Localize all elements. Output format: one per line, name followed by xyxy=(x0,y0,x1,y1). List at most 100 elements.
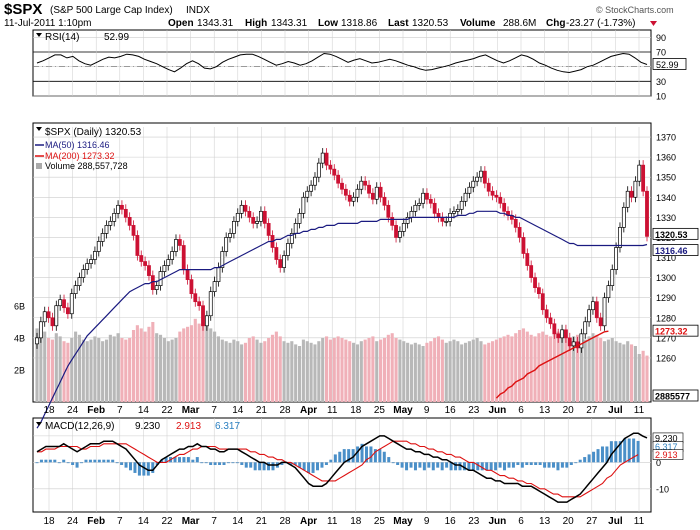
macd-histogram-bar xyxy=(583,457,587,463)
collapse-icon[interactable] xyxy=(36,33,42,37)
candle-body xyxy=(347,194,352,202)
macd-histogram-bar xyxy=(75,462,79,468)
x-tick-label: 14 xyxy=(232,405,244,416)
collapse-icon[interactable] xyxy=(36,127,42,131)
volume-bar xyxy=(162,338,166,402)
x-tick-label: 24 xyxy=(67,516,79,527)
volume-bar xyxy=(128,338,132,402)
volume-bar xyxy=(97,338,101,402)
macd-histogram-bar xyxy=(360,443,364,463)
candle-body xyxy=(181,245,186,270)
macd-histogram-bar xyxy=(307,462,311,473)
macd-histogram-bar xyxy=(422,462,426,471)
watermark: © StockCharts.com xyxy=(596,5,674,15)
macd-histogram-bar xyxy=(267,462,271,471)
candle-body xyxy=(359,180,364,190)
macd-histogram-bar xyxy=(80,462,84,464)
candle-body xyxy=(405,217,410,224)
candle-body xyxy=(432,202,437,214)
volume-bar xyxy=(147,326,151,402)
low-label: Low xyxy=(318,18,338,29)
candle-body xyxy=(475,176,480,182)
volume-tick-label: 4B xyxy=(14,334,25,344)
volume-bar xyxy=(436,336,441,402)
volume-bar xyxy=(452,339,456,402)
rsi-tick-label: 70 xyxy=(656,48,666,58)
x-tick-label: 18 xyxy=(43,405,55,416)
volume-bar xyxy=(104,339,109,402)
volume-bar xyxy=(367,338,371,402)
macd-histogram-bar xyxy=(498,462,502,468)
price-tick-label: 1290 xyxy=(656,293,676,303)
volume-bar xyxy=(525,331,529,402)
candle-body xyxy=(386,204,391,218)
macd-histogram-bar xyxy=(592,451,596,463)
x-tick-label: Jul xyxy=(608,405,623,416)
candle-body xyxy=(185,269,190,280)
x-tick-label: 11 xyxy=(634,516,645,527)
volume-bar xyxy=(50,339,54,402)
candle-body xyxy=(467,186,472,194)
macd-histogram-bar xyxy=(347,449,351,463)
volume-bar xyxy=(35,328,39,402)
high-label: High xyxy=(245,18,267,29)
volume-bar xyxy=(321,338,325,402)
volume-bar xyxy=(456,341,460,402)
macd-histogram-bar xyxy=(351,449,355,463)
candle-body xyxy=(262,210,267,224)
candle-body xyxy=(529,265,534,278)
volume-bar xyxy=(599,338,603,402)
volume-bar xyxy=(124,339,128,402)
volume-bar xyxy=(224,341,228,402)
macd-histogram-bar xyxy=(195,457,199,463)
candle-body xyxy=(428,198,433,204)
candle-body xyxy=(228,233,232,238)
candle-body xyxy=(46,311,51,319)
x-tick-label: Jun xyxy=(489,405,507,416)
macd-histogram-bar xyxy=(111,459,115,463)
volume-bar xyxy=(394,338,398,402)
candle-body xyxy=(309,184,314,192)
x-tick-label: 11 xyxy=(634,405,645,416)
candle-body xyxy=(455,208,460,212)
volume-bar xyxy=(610,338,614,402)
candle-body xyxy=(154,285,159,290)
volume-bar xyxy=(336,336,340,402)
x-tick-label: 18 xyxy=(350,516,362,527)
candle-body xyxy=(73,285,78,295)
macd-histogram-bar xyxy=(458,462,462,471)
index-name: (S&P 500 Large Cap Index) xyxy=(50,5,173,16)
candle-body xyxy=(108,221,113,226)
macd-histogram-bar xyxy=(618,441,622,463)
volume-bar xyxy=(209,328,213,402)
candle-body xyxy=(239,204,244,214)
macd-badge xyxy=(652,449,684,460)
macd-histogram-bar xyxy=(182,457,186,463)
macd-histogram-bar xyxy=(538,462,542,465)
volume-bar xyxy=(81,339,85,402)
volume-value: 288.6M xyxy=(503,18,536,29)
volume-label: Volume xyxy=(460,18,496,29)
x-tick-label: Jun xyxy=(489,516,507,527)
collapse-icon[interactable] xyxy=(36,422,42,426)
volume-bar xyxy=(363,339,367,402)
macd-histogram-bar xyxy=(338,451,342,463)
price-tick-label: 1340 xyxy=(656,193,676,203)
volume-bar xyxy=(236,341,240,402)
volume-bar xyxy=(491,341,495,402)
macd-histogram-bar xyxy=(609,441,613,463)
macd-histogram-bar xyxy=(525,462,529,465)
candle-body xyxy=(521,237,526,254)
last-price-badge-text: 1320.53 xyxy=(655,230,688,240)
candle-body xyxy=(139,255,144,262)
macd-histogram-bar xyxy=(356,446,360,463)
volume-bar xyxy=(278,336,282,402)
candle-body xyxy=(591,301,595,311)
exchange: INDX xyxy=(186,5,210,16)
volume-bar xyxy=(506,334,510,402)
candle-body xyxy=(409,210,414,218)
macd-value: 9.230 xyxy=(135,421,160,432)
macd-histogram-bar xyxy=(587,454,591,463)
candle-body xyxy=(42,311,47,323)
macd-histogram-bar xyxy=(534,462,538,465)
